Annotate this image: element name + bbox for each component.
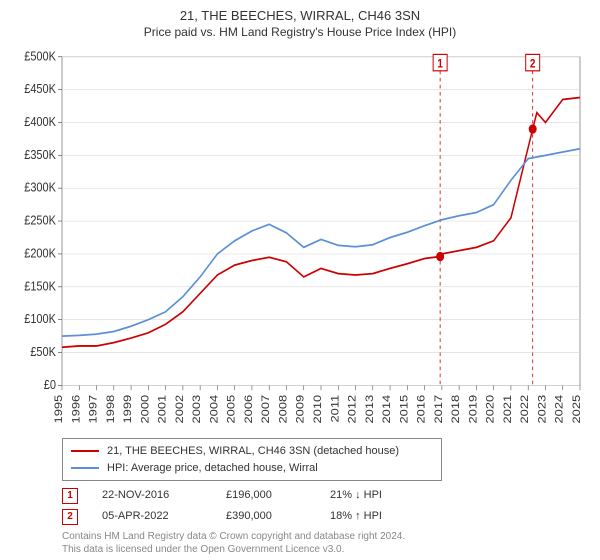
svg-text:£450K: £450K [24,81,56,96]
legend-swatch [71,467,99,469]
page-subtitle: Price paid vs. HM Land Registry's House … [12,25,588,39]
svg-text:£200K: £200K [24,245,56,260]
sale-row: 2 05-APR-2022 £390,000 18% ↑ HPI [62,506,588,527]
svg-text:2005: 2005 [225,394,238,423]
footer-line: This data is licensed under the Open Gov… [62,544,588,557]
svg-text:2001: 2001 [156,394,169,423]
svg-text:2025: 2025 [570,394,583,423]
svg-text:£50K: £50K [30,344,56,359]
svg-text:2024: 2024 [553,394,566,423]
svg-text:2007: 2007 [259,394,272,423]
sale-diff: 21% ↓ HPI [330,485,382,506]
svg-text:2000: 2000 [138,394,151,423]
sale-row: 1 22-NOV-2016 £196,000 21% ↓ HPI [62,485,588,506]
legend-item: 21, THE BEECHES, WIRRAL, CH46 3SN (detac… [71,443,433,460]
legend-label: 21, THE BEECHES, WIRRAL, CH46 3SN (detac… [107,443,399,460]
svg-text:2019: 2019 [466,394,479,423]
page: 21, THE BEECHES, WIRRAL, CH46 3SN Price … [0,0,600,560]
svg-text:£300K: £300K [24,180,56,195]
legend-swatch [71,450,99,452]
footer-line: Contains HM Land Registry data © Crown c… [62,531,588,544]
sale-diff: 18% ↑ HPI [330,506,382,527]
sale-date: 05-APR-2022 [102,506,202,527]
svg-text:£350K: £350K [24,147,56,162]
svg-text:1: 1 [437,58,443,71]
svg-text:£500K: £500K [24,48,56,63]
footer: Contains HM Land Registry data © Crown c… [62,531,588,556]
svg-text:2023: 2023 [535,394,548,423]
svg-text:2004: 2004 [207,394,220,423]
sale-price: £390,000 [226,506,306,527]
svg-text:2015: 2015 [397,394,410,423]
svg-text:1996: 1996 [69,394,82,423]
svg-text:£150K: £150K [24,278,56,293]
svg-text:1999: 1999 [121,394,134,423]
svg-text:2022: 2022 [518,394,531,423]
sale-marker: 1 [62,488,78,504]
legend: 21, THE BEECHES, WIRRAL, CH46 3SN (detac… [62,438,442,481]
svg-text:£400K: £400K [24,114,56,129]
svg-text:2: 2 [530,58,536,71]
svg-text:2021: 2021 [501,394,514,423]
page-title: 21, THE BEECHES, WIRRAL, CH46 3SN [12,8,588,25]
sale-price: £196,000 [226,485,306,506]
sales-table: 1 22-NOV-2016 £196,000 21% ↓ HPI 2 05-APR-202… [62,485,588,527]
svg-text:1995: 1995 [52,394,65,423]
legend-label: HPI: Average price, detached house, Wirr… [107,460,318,477]
svg-text:2010: 2010 [311,394,324,423]
svg-text:2014: 2014 [380,394,393,423]
svg-text:£100K: £100K [24,311,56,326]
svg-text:£0: £0 [44,377,57,392]
svg-text:£250K: £250K [24,213,56,228]
svg-text:1998: 1998 [104,394,117,423]
svg-text:2002: 2002 [173,394,186,423]
sale-date: 22-NOV-2016 [102,485,202,506]
svg-text:1997: 1997 [86,394,99,423]
sale-marker: 2 [62,509,78,525]
svg-text:2008: 2008 [276,394,289,423]
legend-item: HPI: Average price, detached house, Wirr… [71,460,433,477]
price-vs-hpi-chart: £0 £50K £100K £150K £200K £250K £300K £350K £400… [12,45,588,432]
svg-text:2013: 2013 [363,394,376,423]
svg-text:2018: 2018 [449,394,462,423]
svg-text:2020: 2020 [484,394,497,423]
svg-text:2016: 2016 [415,394,428,423]
svg-text:2009: 2009 [294,394,307,423]
svg-text:2006: 2006 [242,394,255,423]
svg-text:2011: 2011 [328,394,341,422]
svg-text:2012: 2012 [345,394,358,423]
svg-text:2003: 2003 [190,394,203,423]
svg-text:2017: 2017 [432,394,445,423]
